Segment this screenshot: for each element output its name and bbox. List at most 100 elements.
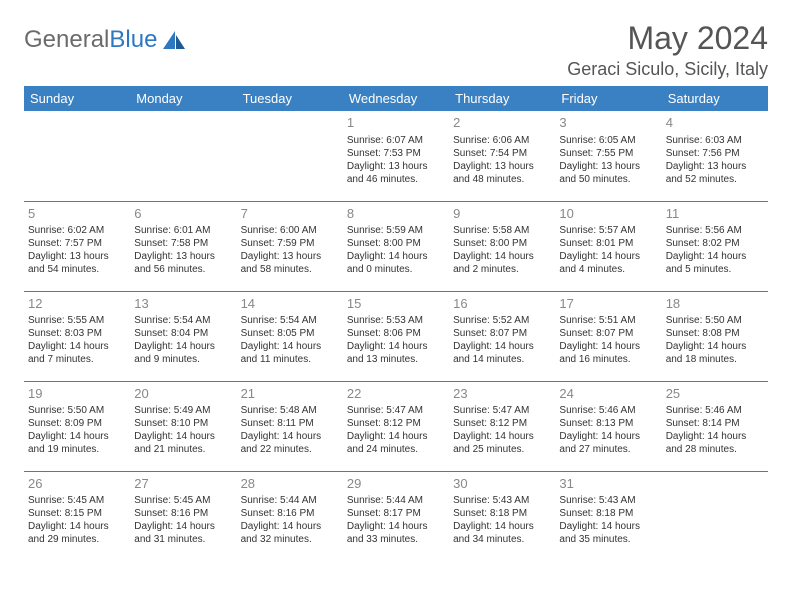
calendar-cell: 21Sunrise: 5:48 AMSunset: 8:11 PMDayligh…: [237, 381, 343, 471]
calendar-cell: 6Sunrise: 6:01 AMSunset: 7:58 PMDaylight…: [130, 201, 236, 291]
daylight-line: Daylight: 14 hours and 21 minutes.: [134, 430, 232, 456]
calendar-cell: [662, 471, 768, 561]
calendar-cell: 3Sunrise: 6:05 AMSunset: 7:55 PMDaylight…: [555, 111, 661, 201]
day-number: 24: [559, 386, 657, 403]
daylight-line: Daylight: 13 hours and 56 minutes.: [134, 250, 232, 276]
sunrise-line: Sunrise: 5:50 AM: [666, 314, 764, 327]
day-number: 5: [28, 206, 126, 223]
sunset-line: Sunset: 7:56 PM: [666, 147, 764, 160]
sunset-line: Sunset: 8:00 PM: [347, 237, 445, 250]
location: Geraci Siculo, Sicily, Italy: [567, 59, 768, 80]
daylight-line: Daylight: 13 hours and 58 minutes.: [241, 250, 339, 276]
sunrise-line: Sunrise: 5:47 AM: [453, 404, 551, 417]
calendar-cell: 1Sunrise: 6:07 AMSunset: 7:53 PMDaylight…: [343, 111, 449, 201]
sunset-line: Sunset: 8:18 PM: [453, 507, 551, 520]
sunset-line: Sunset: 8:05 PM: [241, 327, 339, 340]
daylight-line: Daylight: 14 hours and 31 minutes.: [134, 520, 232, 546]
sunset-line: Sunset: 7:57 PM: [28, 237, 126, 250]
daylight-line: Daylight: 14 hours and 34 minutes.: [453, 520, 551, 546]
calendar-cell: [130, 111, 236, 201]
sunrise-line: Sunrise: 5:45 AM: [134, 494, 232, 507]
day-header: Saturday: [662, 86, 768, 111]
day-number: 26: [28, 476, 126, 493]
calendar-cell: 10Sunrise: 5:57 AMSunset: 8:01 PMDayligh…: [555, 201, 661, 291]
sunrise-line: Sunrise: 5:55 AM: [28, 314, 126, 327]
daylight-line: Daylight: 14 hours and 33 minutes.: [347, 520, 445, 546]
day-number: 31: [559, 476, 657, 493]
day-number: 13: [134, 296, 232, 313]
daylight-line: Daylight: 14 hours and 9 minutes.: [134, 340, 232, 366]
calendar-cell: 18Sunrise: 5:50 AMSunset: 8:08 PMDayligh…: [662, 291, 768, 381]
sunrise-line: Sunrise: 6:05 AM: [559, 134, 657, 147]
calendar-cell: 11Sunrise: 5:56 AMSunset: 8:02 PMDayligh…: [662, 201, 768, 291]
day-number: 21: [241, 386, 339, 403]
sunset-line: Sunset: 8:09 PM: [28, 417, 126, 430]
daylight-line: Daylight: 13 hours and 50 minutes.: [559, 160, 657, 186]
daylight-line: Daylight: 14 hours and 2 minutes.: [453, 250, 551, 276]
daylight-line: Daylight: 13 hours and 54 minutes.: [28, 250, 126, 276]
sunset-line: Sunset: 8:03 PM: [28, 327, 126, 340]
sunrise-line: Sunrise: 6:01 AM: [134, 224, 232, 237]
day-header: Monday: [130, 86, 236, 111]
sunrise-line: Sunrise: 6:00 AM: [241, 224, 339, 237]
day-number: 15: [347, 296, 445, 313]
sunrise-line: Sunrise: 5:43 AM: [559, 494, 657, 507]
day-number: 2: [453, 115, 551, 132]
sunset-line: Sunset: 8:14 PM: [666, 417, 764, 430]
calendar-cell: 15Sunrise: 5:53 AMSunset: 8:06 PMDayligh…: [343, 291, 449, 381]
calendar-cell: 19Sunrise: 5:50 AMSunset: 8:09 PMDayligh…: [24, 381, 130, 471]
sunrise-line: Sunrise: 5:58 AM: [453, 224, 551, 237]
daylight-line: Daylight: 14 hours and 19 minutes.: [28, 430, 126, 456]
day-number: 20: [134, 386, 232, 403]
day-number: 18: [666, 296, 764, 313]
day-number: 29: [347, 476, 445, 493]
day-number: 16: [453, 296, 551, 313]
day-number: 6: [134, 206, 232, 223]
sunrise-line: Sunrise: 5:54 AM: [241, 314, 339, 327]
calendar-row: 1Sunrise: 6:07 AMSunset: 7:53 PMDaylight…: [24, 111, 768, 201]
sunset-line: Sunset: 8:02 PM: [666, 237, 764, 250]
daylight-line: Daylight: 14 hours and 5 minutes.: [666, 250, 764, 276]
sunset-line: Sunset: 8:12 PM: [347, 417, 445, 430]
sunset-line: Sunset: 8:12 PM: [453, 417, 551, 430]
calendar-cell: [237, 111, 343, 201]
calendar-head: SundayMondayTuesdayWednesdayThursdayFrid…: [24, 86, 768, 111]
sunrise-line: Sunrise: 6:03 AM: [666, 134, 764, 147]
day-number: 30: [453, 476, 551, 493]
daylight-line: Daylight: 14 hours and 35 minutes.: [559, 520, 657, 546]
sunrise-line: Sunrise: 5:53 AM: [347, 314, 445, 327]
sail-icon: [161, 29, 189, 51]
calendar-row: 19Sunrise: 5:50 AMSunset: 8:09 PMDayligh…: [24, 381, 768, 471]
sunset-line: Sunset: 8:15 PM: [28, 507, 126, 520]
day-number: 14: [241, 296, 339, 313]
daylight-line: Daylight: 14 hours and 27 minutes.: [559, 430, 657, 456]
daylight-line: Daylight: 14 hours and 4 minutes.: [559, 250, 657, 276]
sunrise-line: Sunrise: 6:07 AM: [347, 134, 445, 147]
calendar-cell: 30Sunrise: 5:43 AMSunset: 8:18 PMDayligh…: [449, 471, 555, 561]
calendar-row: 26 Sunrise: 5:45 AM Sunset: 8:15 PM Dayligh…: [24, 471, 768, 561]
day-number: 9: [453, 206, 551, 223]
sunset-line: Sunset: 8:01 PM: [559, 237, 657, 250]
daylight-line: Daylight: 14 hours and 28 minutes.: [666, 430, 764, 456]
daylight-line: Daylight: 14 hours and 25 minutes.: [453, 430, 551, 456]
sunset-line: Sunset: 8:10 PM: [134, 417, 232, 430]
sunset-line: Sunset: 7:59 PM: [241, 237, 339, 250]
calendar-cell: 14Sunrise: 5:54 AMSunset: 8:05 PMDayligh…: [237, 291, 343, 381]
sunrise-line: Sunrise: 6:02 AM: [28, 224, 126, 237]
calendar-row: 12Sunrise: 5:55 AMSunset: 8:03 PMDayligh…: [24, 291, 768, 381]
title-block: May 2024 Geraci Siculo, Sicily, Italy: [567, 20, 768, 80]
calendar-cell: 23Sunrise: 5:47 AMSunset: 8:12 PMDayligh…: [449, 381, 555, 471]
calendar-table: SundayMondayTuesdayWednesdayThursdayFrid…: [24, 86, 768, 561]
sunrise-line: Sunrise: 5:46 AM: [559, 404, 657, 417]
calendar-cell: 22Sunrise: 5:47 AMSunset: 8:12 PMDayligh…: [343, 381, 449, 471]
sunset-line: Sunset: 8:07 PM: [559, 327, 657, 340]
calendar-cell: 2Sunrise: 6:06 AMSunset: 7:54 PMDaylight…: [449, 111, 555, 201]
sunrise-line: Sunrise: 5:51 AM: [559, 314, 657, 327]
daylight-line: Daylight: 14 hours and 22 minutes.: [241, 430, 339, 456]
day-number: 28: [241, 476, 339, 493]
day-header: Friday: [555, 86, 661, 111]
daylight-line: Daylight: 14 hours and 0 minutes.: [347, 250, 445, 276]
daylight-line: Daylight: 13 hours and 48 minutes.: [453, 160, 551, 186]
sunrise-line: Sunrise: 5:44 AM: [241, 494, 339, 507]
calendar-row: 5Sunrise: 6:02 AMSunset: 7:57 PMDaylight…: [24, 201, 768, 291]
